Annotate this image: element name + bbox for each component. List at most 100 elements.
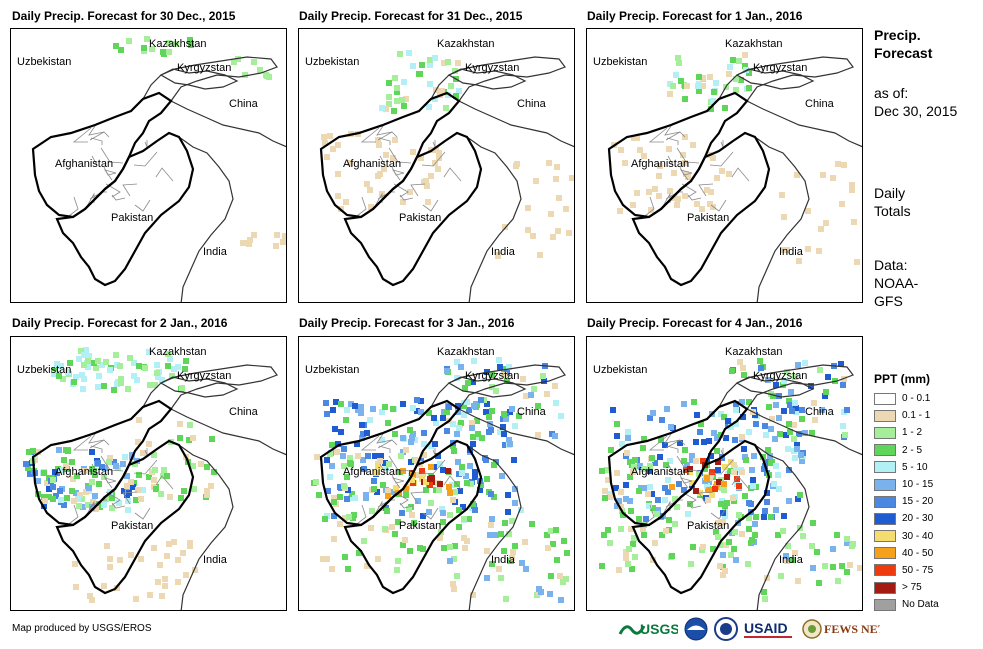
precip-cell [783,553,789,559]
province-boundary [421,459,446,475]
usgs-logo: USGS [618,618,678,638]
precip-cell [503,596,509,602]
precip-cell [796,431,802,437]
precip-cell [787,429,793,435]
precip-cell [166,49,172,55]
precip-cell [428,443,434,449]
precip-cell [470,501,476,507]
precip-cell [177,435,183,441]
precip-cell [698,421,704,427]
precip-cell [446,404,452,410]
precip-cell [646,503,652,509]
precip-cell [470,592,476,598]
precip-cell [151,477,157,483]
precip-cell [531,386,537,392]
precip-cell [666,517,672,523]
precip-cell [780,382,786,388]
legend-item: 40 - 50 [874,545,939,562]
precip-cell [484,476,490,482]
precip-cell [86,353,92,359]
precip-cell [471,358,477,364]
precip-cell [666,146,672,152]
precip-cell [552,383,558,389]
precip-cell [752,532,758,538]
precip-cell [629,566,635,572]
precip-cell [775,472,781,478]
precip-cell [406,50,412,56]
precip-cell [140,487,146,493]
precip-cell [157,562,163,568]
province-boundary [687,194,702,201]
precip-cell [382,460,388,466]
precip-cell [211,469,217,475]
precip-cell [501,431,507,437]
precip-cell [352,495,358,501]
precip-cell [369,508,375,514]
precip-cell [126,38,132,44]
precip-cell [440,519,446,525]
precip-cell [152,467,158,473]
precip-cell [65,369,71,375]
precip-cell [851,219,857,225]
precip-cell [447,544,453,550]
precip-cell [78,348,84,354]
country-boundary [735,376,815,398]
precip-cell [76,503,82,509]
precip-cell [771,481,777,487]
precip-cell [456,425,462,431]
precip-cell [389,524,395,530]
precip-cell [56,447,62,453]
precip-cell [208,483,214,489]
precip-cell [682,447,688,453]
precip-cell [71,379,77,385]
precip-cell [647,484,653,490]
precip-cell [489,408,495,414]
province-boundary [155,167,174,182]
province-boundary [710,507,727,520]
country-boundary [754,136,810,302]
precip-cell [842,432,848,438]
province-boundary [111,502,126,509]
precip-cell [695,83,701,89]
province-boundary [122,491,138,505]
precip-cell [400,435,406,441]
precip-cell [791,436,797,442]
precip-cell [563,206,569,212]
precip-cell [684,83,690,89]
province-boundary [664,430,681,444]
precip-cell [82,468,88,474]
province-boundary [392,477,405,489]
precip-cell [447,558,453,564]
precip-cell [52,469,58,475]
precip-cell [800,533,806,539]
precip-cell [781,214,787,220]
precip-cell [365,453,371,459]
precip-cell [107,564,113,570]
precip-cell [89,597,95,603]
label-china: China [517,406,547,418]
precip-cell [696,88,702,94]
precip-cell [732,529,738,535]
precip-cell [432,96,438,102]
precip-cell [54,361,60,367]
precip-cell [505,492,511,498]
precip-cell [682,160,688,166]
precip-cell [155,374,161,380]
precip-cell [188,42,194,48]
precip-cell [439,88,445,94]
precip-cell [537,252,543,258]
precip-cell [124,473,130,479]
province-boundary [379,155,386,166]
precip-cell [547,591,553,597]
province-boundary [432,448,436,456]
precip-cell [475,431,481,437]
precip-cell [464,399,470,405]
precip-cell [681,458,687,464]
label-india: India [203,246,228,258]
precip-cell [111,459,117,465]
precip-cell [663,462,669,468]
province-boundary [720,448,724,456]
province-boundary [89,439,110,449]
precip-cell [657,454,663,460]
precip-cell [811,400,817,406]
